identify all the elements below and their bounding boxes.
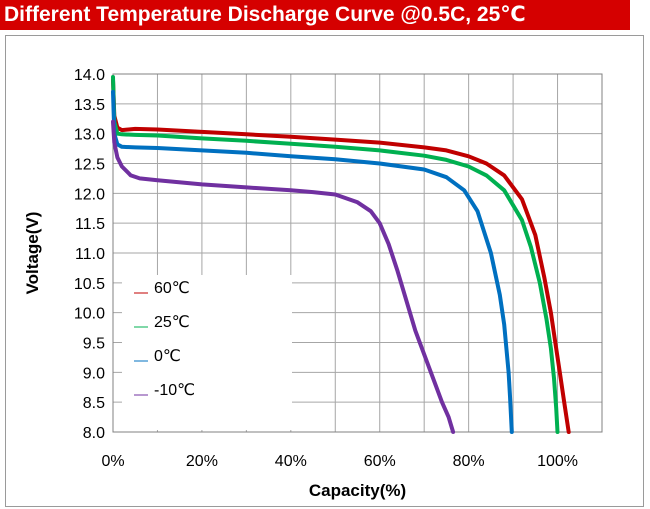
y-tick-label: 8.5 bbox=[83, 395, 105, 412]
y-tick-label: 12.5 bbox=[74, 157, 105, 174]
y-tick-label: 10.5 bbox=[74, 276, 105, 293]
series-line bbox=[111, 78, 571, 434]
x-tick-label: 0% bbox=[101, 453, 124, 470]
series-line bbox=[111, 89, 514, 434]
y-tick-label: 11.5 bbox=[75, 216, 105, 233]
x-tick-labels: 0% 20% 40% 60% 80% 100% bbox=[101, 453, 578, 470]
series-line bbox=[111, 119, 456, 434]
x-axis-label: Capacity(%) bbox=[309, 481, 406, 500]
y-tick-label: 8.0 bbox=[83, 425, 105, 442]
y-axis-label: Voltage(V) bbox=[23, 212, 42, 295]
x-tick-label: 40% bbox=[275, 453, 307, 470]
legend: 60℃ 25℃ 0℃ -10℃ bbox=[122, 275, 292, 430]
y-tick-labels: 8.0 8.5 9.0 9.5 10.0 10.5 11.0 11.5 12.0 12.5 13.0… bbox=[74, 67, 105, 442]
y-tick-label: 11.0 bbox=[75, 246, 105, 263]
legend-label: -10℃ bbox=[154, 382, 195, 399]
x-tick-label: 20% bbox=[186, 453, 218, 470]
x-tick-label: 60% bbox=[364, 453, 396, 470]
y-tick-label: 13.0 bbox=[74, 127, 105, 144]
x-tick-label: 100% bbox=[537, 453, 578, 470]
y-tick-label: 9.0 bbox=[83, 365, 105, 382]
series-line bbox=[111, 75, 560, 434]
chart-title: Different Temperature Discharge Curve @0… bbox=[0, 0, 630, 30]
x-tick-label: 80% bbox=[453, 453, 485, 470]
y-tick-label: 12.0 bbox=[74, 186, 105, 203]
legend-label: 0℃ bbox=[154, 348, 181, 365]
plot-area-border bbox=[112, 73, 603, 433]
legend-label: 60℃ bbox=[154, 280, 190, 297]
series-layer bbox=[111, 75, 571, 434]
y-tick-label: 9.5 bbox=[83, 336, 105, 353]
y-tick-label: 10.0 bbox=[74, 306, 105, 323]
legend-label: 25℃ bbox=[154, 314, 190, 331]
legend-box bbox=[122, 275, 292, 430]
y-tick-label: 13.5 bbox=[74, 97, 105, 114]
y-tick-label: 14.0 bbox=[74, 67, 105, 84]
